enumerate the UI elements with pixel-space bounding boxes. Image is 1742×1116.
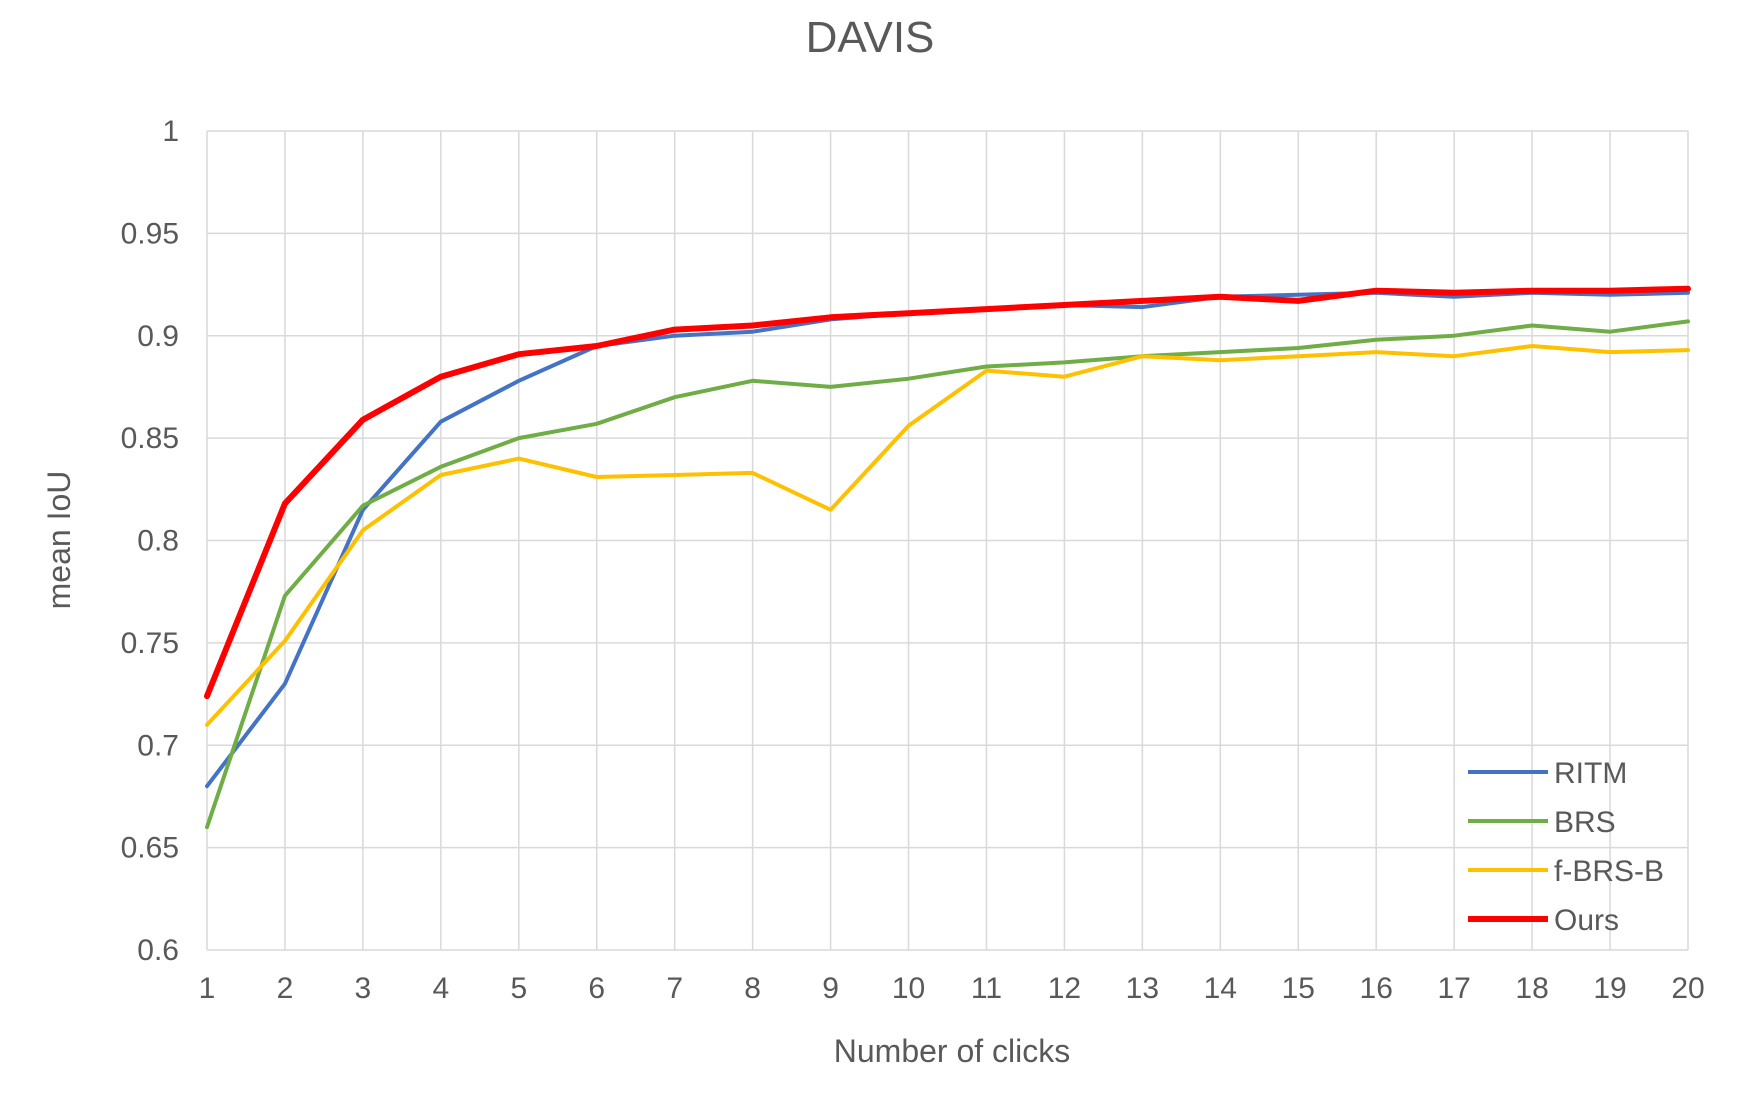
y-tick-label: 1 [162,115,179,148]
y-tick-label: 0.65 [121,832,179,865]
legend-label-ours: Ours [1554,904,1619,937]
series-lines [204,285,1691,830]
x-tick-label: 7 [666,972,683,1005]
x-tick-label: 16 [1360,972,1393,1005]
gridlines [206,130,1689,951]
legend-label-ritm: RITM [1554,757,1627,790]
x-tick-label: 14 [1204,972,1237,1005]
y-tick-label: 0.9 [137,320,179,353]
x-tick-label: 15 [1282,972,1315,1005]
series-line-f-brs-b [205,344,1690,727]
series-line-brs [205,319,1690,830]
x-tick-label: 9 [822,972,839,1005]
y-tick-label: 0.95 [121,217,179,250]
x-tick-label: 4 [432,972,449,1005]
y-tick-label: 0.75 [121,627,179,660]
x-tick-label: 20 [1671,972,1704,1005]
x-tick-label: 6 [588,972,605,1005]
x-tick-label: 1 [199,972,216,1005]
x-tick-label: 12 [1048,972,1081,1005]
x-tick-label: 3 [355,972,372,1005]
x-tick-label: 18 [1515,972,1548,1005]
x-tick-label: 17 [1437,972,1470,1005]
x-tick-label: 8 [744,972,761,1005]
y-tick-label: 0.85 [121,422,179,455]
y-tick-label: 0.8 [137,525,179,558]
chart-title: DAVIS [806,13,935,62]
legend-label-brs: BRS [1554,806,1616,839]
x-tick-label: 13 [1126,972,1159,1005]
x-tick-label: 19 [1593,972,1626,1005]
x-tick-label: 5 [510,972,527,1005]
series-line-ours [204,285,1691,700]
legend-label-f-brs-b: f-BRS-B [1554,855,1664,888]
legend: RITM BRS f-BRS-B Ours [1468,757,1664,937]
x-tick-label: 11 [971,972,1002,1005]
y-tick-label: 0.6 [137,934,179,967]
y-axis-title: mean IoU [41,471,77,610]
x-tick-label: 10 [892,972,925,1005]
x-tick-label: 2 [277,972,294,1005]
y-tick-label: 0.7 [137,729,179,762]
x-axis-title: Number of clicks [834,1033,1071,1069]
